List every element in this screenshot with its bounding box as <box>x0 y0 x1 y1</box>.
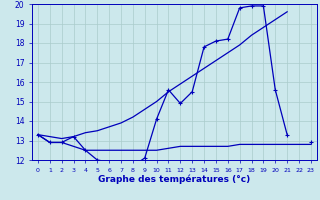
X-axis label: Graphe des températures (°c): Graphe des températures (°c) <box>98 174 251 184</box>
